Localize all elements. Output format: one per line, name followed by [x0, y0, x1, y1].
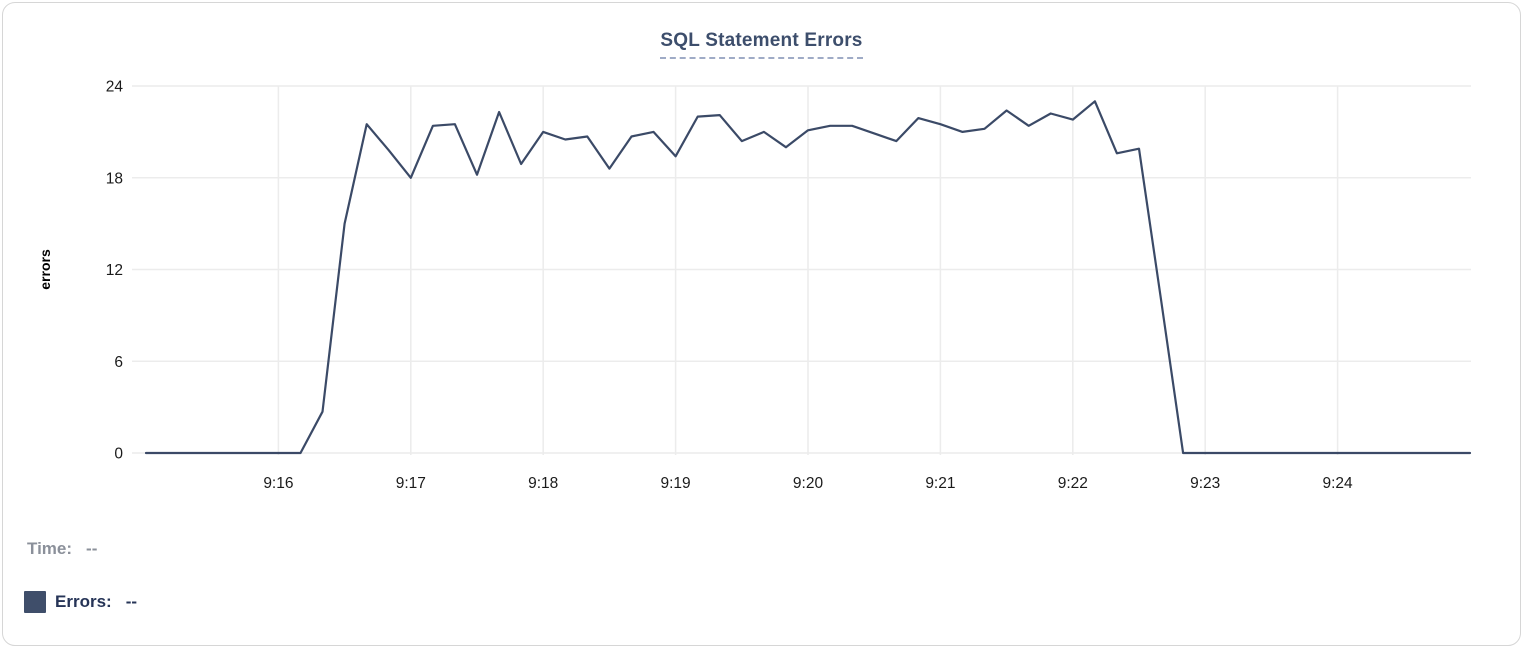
errors-label: Errors:: [55, 592, 112, 611]
y-tick-label: 12: [106, 262, 123, 279]
y-tick-label: 18: [106, 170, 123, 187]
x-tick-label: 9:24: [1323, 475, 1354, 492]
x-tick-label: 9:19: [661, 475, 691, 492]
time-label: Time:: [27, 539, 73, 558]
x-tick-label: 9:18: [528, 475, 558, 492]
y-axis-title: errors: [37, 249, 53, 290]
y-tick-label: 0: [114, 446, 123, 463]
chart-header: SQL Statement Errors: [3, 30, 1520, 59]
y-tick-label: 24: [106, 79, 124, 96]
time-value: --: [86, 539, 98, 558]
y-tick-label: 6: [114, 354, 123, 371]
errors-value: --: [125, 592, 138, 611]
errors-line-series: [144, 100, 1472, 455]
x-tick-label: 9:20: [793, 475, 824, 492]
x-tick-label: 9:17: [396, 475, 426, 492]
tooltip-time-row: Time: --: [27, 539, 97, 559]
x-tick-label: 9:23: [1190, 475, 1220, 492]
sql-errors-chart[interactable]: 0 6 12 18 24 9:16 9:17 9:18 9:19 9:20 9:21 9:22 9:23…: [3, 3, 1528, 515]
legend-errors-row: Errors: --: [24, 591, 137, 613]
chart-title[interactable]: SQL Statement Errors: [660, 30, 863, 59]
errors-legend-swatch: [24, 591, 46, 613]
x-tick-label: 9:21: [925, 475, 955, 492]
x-tick-label: 9:22: [1058, 475, 1088, 492]
x-tick-label: 9:16: [263, 475, 293, 492]
